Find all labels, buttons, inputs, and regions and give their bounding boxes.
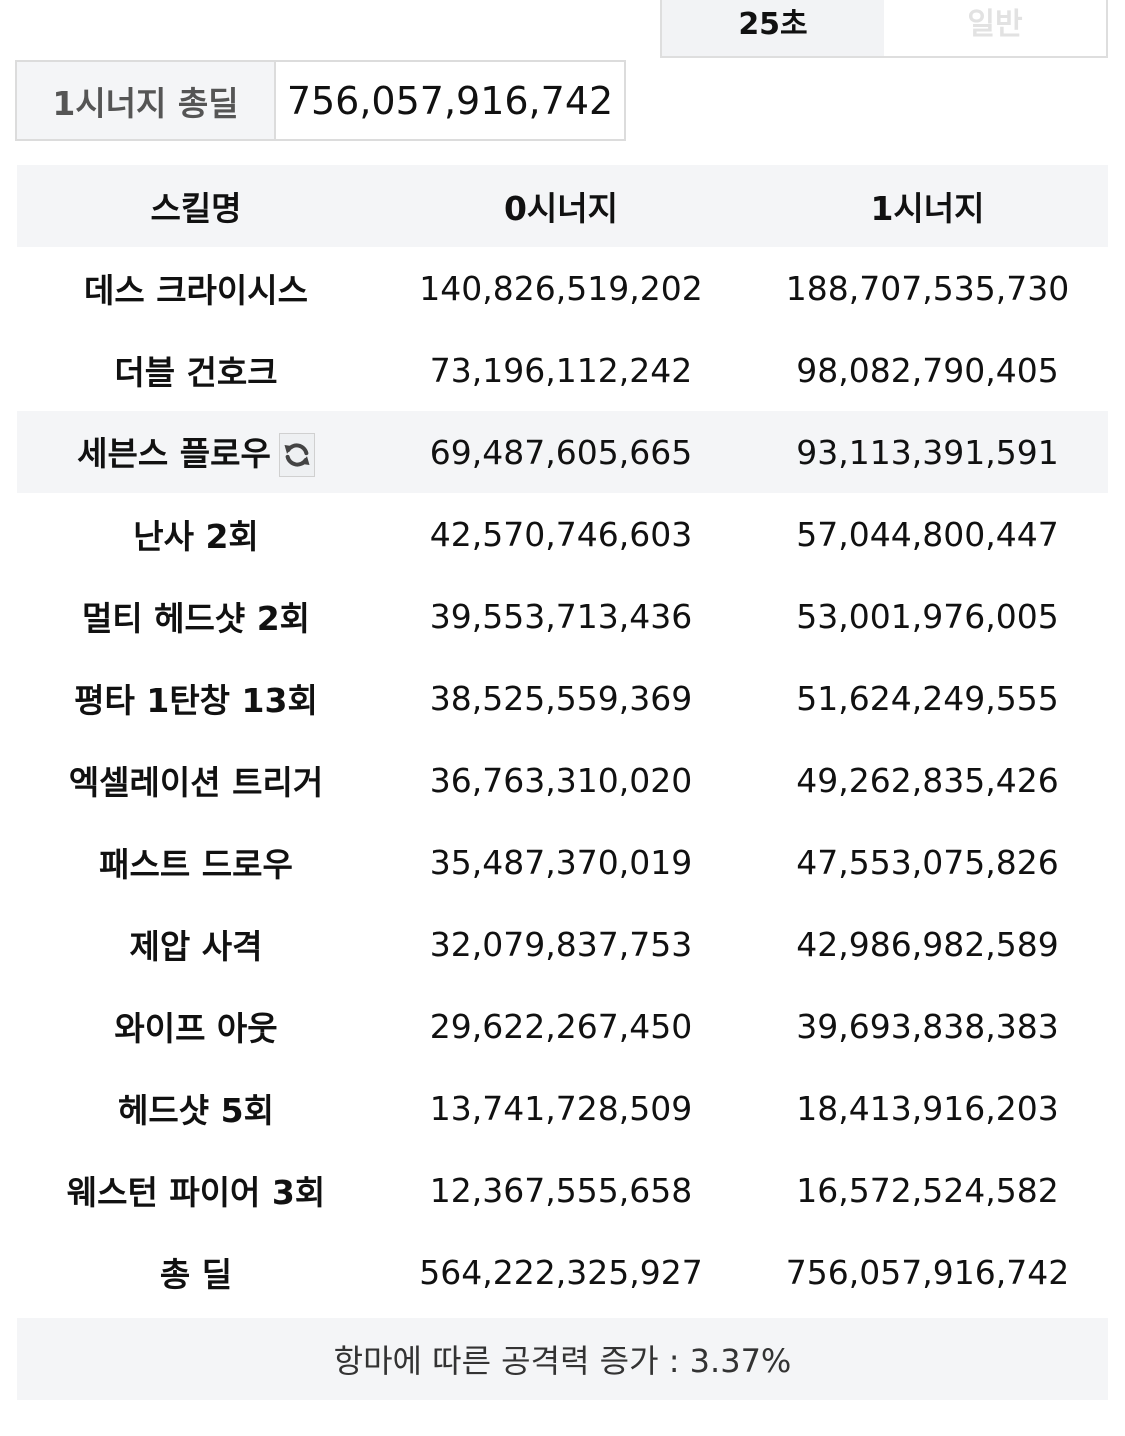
synergy-0-value: 42,570,746,603 [429,514,693,554]
synergy-0-value: 140,826,519,202 [419,268,703,308]
synergy-0-value: 12,367,555,658 [429,1170,693,1210]
total-row: 총 딜 564,222,325,927 756,057,916,742 [17,1231,1108,1313]
total-damage-summary: 1시너지 총딜 756,057,916,742 [15,60,626,141]
synergy-1-value: 39,693,838,383 [796,1006,1059,1046]
synergy-0-value: 29,622,267,450 [429,1006,693,1046]
skill-name: 헤드샷 5회 [118,1091,274,1130]
table-row: 데스 크라이시스 140,826,519,202 188,707,535,730 [17,247,1108,329]
synergy-0-value: 38,525,559,369 [429,678,693,718]
table-row: 난사 2회 42,570,746,603 57,044,800,447 [17,493,1108,575]
skill-name: 난사 2회 [133,517,259,556]
skill-name: 평타 1탄창 13회 [74,681,318,720]
synergy-0-value: 13,741,728,509 [429,1088,693,1128]
skill-name: 웨스턴 파이어 3회 [66,1173,326,1212]
mode-tabs: 25초 일반 [660,0,1108,58]
total-synergy-0-value: 564,222,325,927 [419,1252,703,1292]
table-row: 패스트 드로우 35,487,370,019 47,553,075,826 [17,821,1108,903]
skill-name: 패스트 드로우 [99,845,293,884]
synergy-1-value: 188,707,535,730 [785,268,1070,308]
attack-increase-note: 항마에 따른 공격력 증가 : 3.37% [17,1318,1108,1400]
synergy-1-value: 53,001,976,005 [796,596,1059,636]
skill-damage-table: 스킬명 0시너지 1시너지 데스 크라이시스 140,826,519,202 1… [17,165,1108,1313]
table-row: 멀티 헤드샷 2회 39,553,713,436 53,001,976,005 [17,575,1108,657]
skill-name: 더블 건호크 [114,353,278,392]
skill-name-cell: 세븐스 플로우 [17,411,375,493]
synergy-0-value: 36,763,310,020 [429,760,693,800]
total-synergy-1-value: 756,057,916,742 [785,1252,1070,1292]
total-label: 총 딜 [159,1255,233,1294]
total-damage-value: 756,057,916,742 [286,78,614,123]
synergy-1-value: 51,624,249,555 [796,678,1059,718]
table-row: 더블 건호크 73,196,112,242 98,082,790,405 [17,329,1108,411]
header-synergy-1: 1시너지 [747,165,1108,247]
header-synergy-0: 0시너지 [375,165,747,247]
synergy-1-value: 49,262,835,426 [796,760,1059,800]
synergy-0-value: 35,487,370,019 [429,842,693,882]
table-row: 세븐스 플로우 69,487,605,665 93,113,391,591 [17,411,1108,493]
skill-name: 데스 크라이시스 [83,271,308,310]
total-damage-label: 1시너지 총딜 [17,62,276,139]
tab-normal[interactable]: 일반 [884,0,1106,56]
table-row: 와이프 아웃 29,622,267,450 39,693,838,383 [17,985,1108,1067]
table-row: 평타 1탄창 13회 38,525,559,369 51,624,249,555 [17,657,1108,739]
skill-name: 와이프 아웃 [114,1009,278,1048]
skill-name: 멀티 헤드샷 2회 [81,599,311,638]
synergy-1-value: 16,572,524,582 [796,1170,1059,1210]
synergy-0-value: 73,196,112,242 [429,350,693,390]
table-row: 웨스턴 파이어 3회 12,367,555,658 16,572,524,582 [17,1149,1108,1231]
skill-name: 세븐스 플로우 [77,433,271,473]
skill-name: 제압 사격 [129,927,263,966]
refresh-icon[interactable] [278,433,315,478]
synergy-0-value: 69,487,605,665 [375,411,747,493]
synergy-1-value: 42,986,982,589 [796,924,1059,964]
synergy-1-value: 98,082,790,405 [796,350,1059,390]
synergy-0-value: 32,079,837,753 [429,924,693,964]
skill-name: 엑셀레이션 트리거 [68,763,324,802]
synergy-1-value: 93,113,391,591 [747,411,1108,493]
synergy-1-value: 47,553,075,826 [796,842,1059,882]
tab-25s[interactable]: 25초 [662,0,884,56]
header-skill-name: 스킬명 [17,165,375,247]
table-row: 헤드샷 5회 13,741,728,509 18,413,916,203 [17,1067,1108,1149]
synergy-0-value: 39,553,713,436 [429,596,693,636]
synergy-1-value: 57,044,800,447 [796,514,1059,554]
table-header-row: 스킬명 0시너지 1시너지 [17,165,1108,247]
table-row: 제압 사격 32,079,837,753 42,986,982,589 [17,903,1108,985]
table-row: 엑셀레이션 트리거 36,763,310,020 49,262,835,426 [17,739,1108,821]
synergy-1-value: 18,413,916,203 [796,1088,1059,1128]
